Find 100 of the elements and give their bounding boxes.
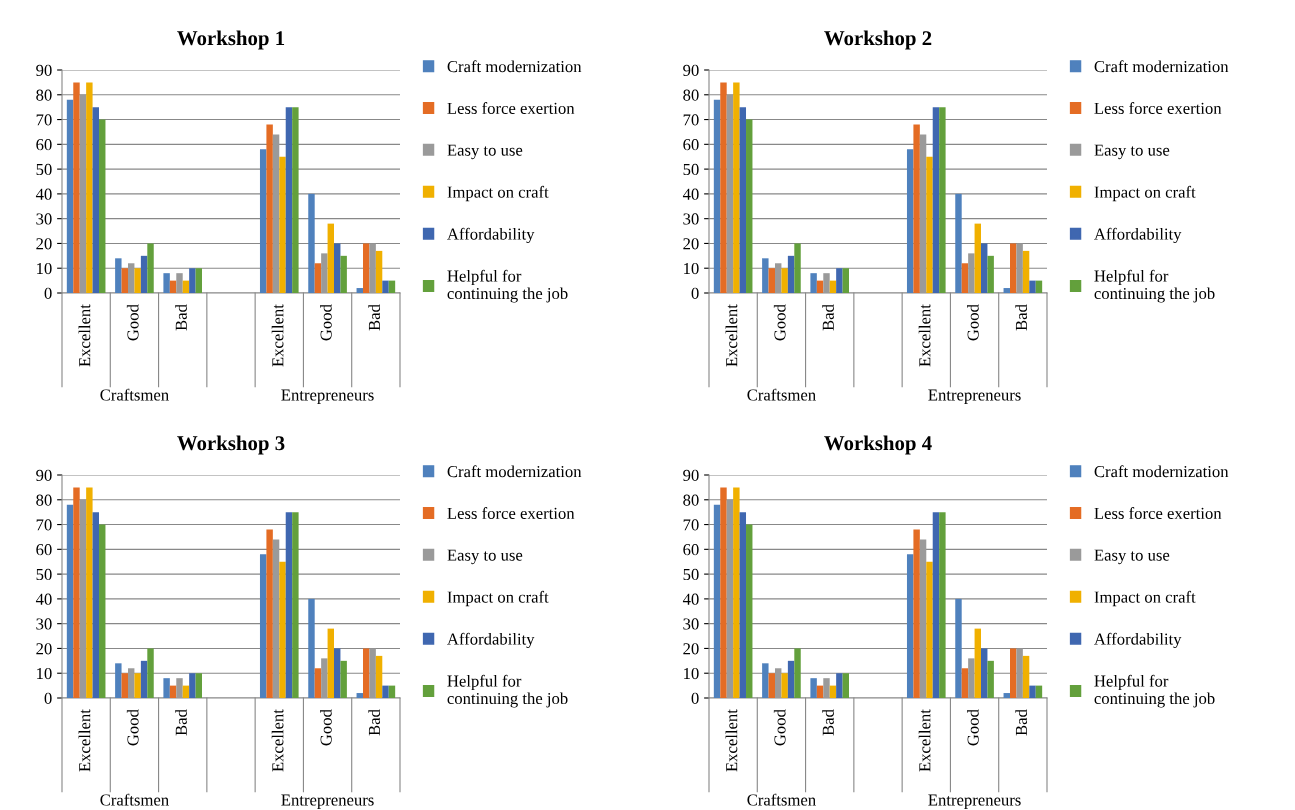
bar bbox=[73, 487, 80, 698]
bar bbox=[981, 648, 988, 698]
legend-label: Less force exertion bbox=[1094, 102, 1222, 114]
bar bbox=[86, 82, 93, 293]
bar bbox=[86, 487, 93, 698]
bar bbox=[182, 280, 190, 293]
y-tick-label: 70 bbox=[683, 519, 699, 531]
legend-label: Craft modernization bbox=[1094, 60, 1229, 73]
y-tick-label: 20 bbox=[36, 643, 52, 655]
y-tick-label: 50 bbox=[36, 163, 52, 176]
legend-label: Craft modernization bbox=[1094, 465, 1229, 478]
legend-label: Affordability bbox=[447, 227, 535, 244]
bar bbox=[79, 499, 87, 698]
x-tick-label: Bad bbox=[175, 304, 187, 331]
bar bbox=[955, 598, 962, 698]
bar bbox=[939, 107, 946, 293]
bar bbox=[1022, 250, 1030, 293]
bar bbox=[955, 193, 962, 293]
x-tick-label: Excellent bbox=[78, 709, 91, 772]
bar bbox=[99, 524, 106, 698]
bar bbox=[1016, 648, 1023, 698]
x-tick-label: Excellent bbox=[78, 304, 91, 367]
y-tick-label: 90 bbox=[36, 469, 52, 481]
bar bbox=[189, 268, 196, 293]
bar bbox=[961, 668, 969, 698]
bar bbox=[1016, 243, 1023, 293]
y-tick-label: 70 bbox=[36, 519, 52, 531]
bar bbox=[189, 673, 196, 698]
bar bbox=[79, 94, 87, 293]
y-tick-label: 50 bbox=[36, 568, 52, 581]
legend-label: Impact on craft bbox=[447, 185, 549, 202]
legend-label: Affordability bbox=[447, 632, 535, 649]
y-tick-label: 40 bbox=[682, 593, 699, 605]
bar bbox=[369, 243, 376, 293]
y-tick-label: 30 bbox=[683, 618, 699, 630]
legend-label: Helpful for continuing the job bbox=[447, 674, 568, 708]
x-tick-label: Excellent bbox=[725, 709, 738, 772]
y-tick-label: 60 bbox=[36, 544, 52, 556]
bar bbox=[968, 658, 975, 698]
bar bbox=[134, 673, 141, 698]
y-tick-label: 20 bbox=[36, 238, 52, 250]
text: Entrepreneurs bbox=[928, 794, 1021, 809]
bar bbox=[147, 648, 154, 698]
bar bbox=[292, 107, 299, 293]
bar bbox=[1029, 280, 1036, 293]
bar bbox=[829, 280, 837, 293]
bar bbox=[816, 685, 824, 698]
y-tick-label: 90 bbox=[683, 64, 699, 76]
y-tick-label: 0 bbox=[44, 692, 52, 704]
y-tick-label: 10 bbox=[684, 262, 699, 275]
y-tick-label: 10 bbox=[37, 262, 52, 275]
bar bbox=[382, 280, 389, 293]
bar bbox=[147, 243, 154, 293]
bar bbox=[321, 658, 328, 698]
bar bbox=[163, 678, 170, 698]
x-tick-label: Excellent bbox=[271, 709, 284, 772]
bar bbox=[99, 119, 106, 293]
chart-title: Workshop 4 bbox=[824, 435, 932, 455]
y-tick-label: 50 bbox=[683, 163, 699, 176]
bar bbox=[121, 673, 128, 698]
bar bbox=[733, 487, 740, 698]
bar bbox=[308, 193, 315, 293]
legend-label: Impact on craft bbox=[447, 590, 549, 607]
bar bbox=[140, 255, 148, 293]
x-tick-label: Excellent bbox=[918, 709, 931, 772]
bar bbox=[388, 280, 396, 293]
bar bbox=[272, 539, 280, 698]
x-tick-label: Bad bbox=[1015, 304, 1028, 331]
bar bbox=[327, 628, 335, 698]
y-tick-label: 40 bbox=[682, 188, 699, 200]
bar bbox=[836, 673, 843, 698]
bar bbox=[842, 673, 850, 698]
bar bbox=[794, 648, 801, 698]
bar bbox=[768, 673, 775, 698]
bar bbox=[1035, 280, 1043, 293]
legend-label: Craft modernization bbox=[447, 465, 582, 478]
bar bbox=[1009, 648, 1017, 698]
y-tick-label: 80 bbox=[36, 494, 52, 506]
bar bbox=[327, 223, 335, 293]
bar bbox=[739, 512, 747, 698]
legend-label: Less force exertion bbox=[447, 102, 575, 114]
bar bbox=[356, 288, 363, 293]
bar bbox=[266, 124, 273, 293]
x-tick-label: Good bbox=[126, 304, 139, 341]
bar bbox=[66, 99, 74, 293]
bar bbox=[987, 255, 994, 293]
bar bbox=[974, 223, 982, 293]
bar bbox=[362, 243, 370, 293]
bar bbox=[314, 263, 322, 293]
bar bbox=[787, 255, 795, 293]
x-tick-label: Good bbox=[967, 709, 979, 746]
y-tick-label: 40 bbox=[35, 593, 52, 605]
text: Craftsmen bbox=[100, 793, 169, 806]
bar bbox=[823, 678, 830, 698]
legend-label: Less force exertion bbox=[447, 507, 575, 519]
legend-label: Impact on craft bbox=[1094, 185, 1196, 202]
y-tick-label: 70 bbox=[683, 114, 699, 126]
bar bbox=[115, 663, 122, 698]
x-tick-label: Good bbox=[126, 709, 139, 746]
bar bbox=[774, 263, 782, 293]
